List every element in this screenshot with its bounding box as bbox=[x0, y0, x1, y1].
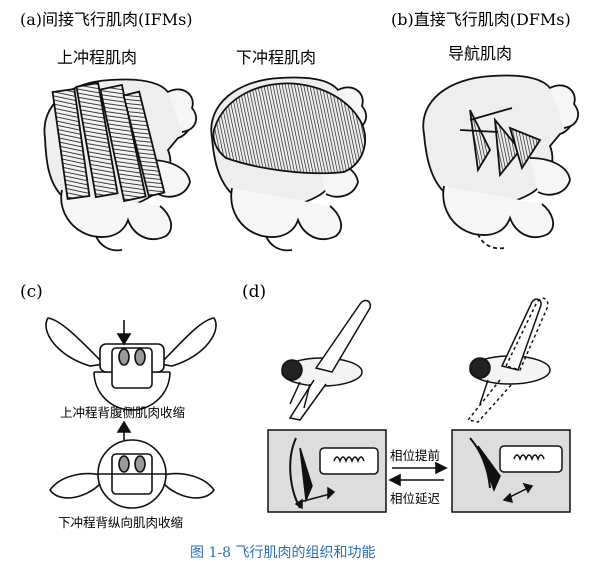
upstroke-caption: 上冲程背腹侧肌肉收缩 bbox=[60, 405, 186, 420]
phase-arrows bbox=[388, 461, 448, 487]
upstroke-muscle-label: 上冲程肌肉 bbox=[57, 48, 138, 67]
downstroke-schematic bbox=[49, 420, 215, 509]
thorax-steering-drawing bbox=[422, 74, 579, 250]
fly-right bbox=[466, 297, 551, 423]
panel-a-header: (a)间接飞行肌肉(IFMs) bbox=[20, 10, 193, 29]
thorax-downstroke-drawing bbox=[210, 76, 367, 252]
muscle-box-right bbox=[451, 429, 571, 513]
fly-left bbox=[281, 299, 372, 421]
downstroke-muscle-label: 下冲程肌肉 bbox=[236, 48, 317, 67]
downstroke-caption: 下冲程背纵向肌肉收缩 bbox=[58, 515, 184, 530]
panel-d-tag: (d) bbox=[242, 282, 267, 302]
muscle-box-left bbox=[267, 429, 387, 513]
thorax-upstroke-drawing bbox=[43, 78, 197, 252]
panel-c-tag: (c) bbox=[20, 282, 43, 302]
phase-advance-label: 相位提前 bbox=[390, 448, 441, 463]
upstroke-schematic bbox=[45, 317, 217, 411]
figure-caption: 图 1-8 飞行肌肉的组织和功能 bbox=[190, 545, 376, 561]
steering-muscle-label: 导航肌肉 bbox=[448, 44, 513, 63]
phase-delay-label: 相位延迟 bbox=[390, 491, 441, 506]
panel-b-header: (b)直接飞行肌肉(DFMs) bbox=[391, 10, 571, 29]
